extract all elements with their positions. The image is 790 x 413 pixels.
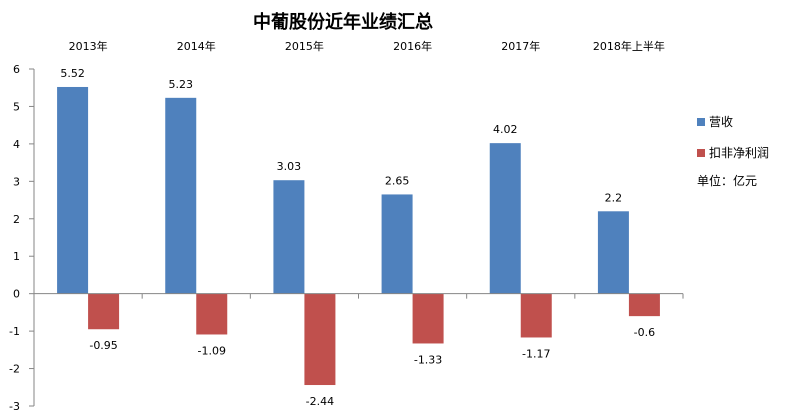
bar-net-profit [196,293,228,335]
legend-label: 扣非净利润 [709,146,769,160]
y-tick-label: 5 [13,100,20,113]
legend-label: 营收 [709,115,733,129]
category-label: 2016年 [393,39,432,53]
bar-revenue [57,86,89,294]
y-tick-label: -1 [9,325,20,338]
data-label: 3.03 [277,160,302,173]
y-tick-label: 3 [13,175,20,188]
bar-net-profit [88,293,120,330]
bar-revenue [381,194,413,294]
bar-net-profit [520,293,552,338]
chart-title: 中葡股份近年业绩汇总 [253,11,433,33]
data-label: 5.52 [60,67,85,80]
data-label: 5.23 [169,78,194,91]
y-tick-label: 1 [13,250,20,263]
y-tick-label: -3 [9,400,20,413]
data-label: -2.44 [306,395,334,408]
bar-revenue [273,180,305,294]
y-axis: -3 -2 -1 0 1 2 3 4 5 6 [9,63,35,413]
data-label: -1.33 [414,353,442,366]
y-tick-label: 2 [13,213,20,226]
x-axis [33,293,684,299]
data-label: -1.17 [522,347,550,360]
data-label: -0.6 [634,326,655,339]
y-tick-label: -2 [9,363,20,376]
category-label: 2015年 [285,39,324,53]
unit-note: 单位：亿元 [697,173,757,188]
bar-revenue [489,143,521,294]
data-label: 2.65 [385,174,410,187]
category-label: 2013年 [69,39,108,53]
legend-swatch [697,118,705,126]
data-label: -0.95 [89,339,117,352]
legend-swatch [697,149,705,157]
y-tick-label: 0 [13,288,20,301]
data-label: 4.02 [493,123,518,136]
data-label: 2.2 [605,191,623,204]
category-label: 2014年 [177,39,216,53]
y-tick-label: 4 [13,138,20,151]
bar-revenue [165,97,197,294]
bar-net-profit [628,293,660,317]
data-label: -1.09 [198,344,226,357]
bars [57,86,660,386]
bar-net-profit [412,293,444,344]
category-label: 2017年 [501,39,540,53]
category-label: 2018年上半年 [593,39,665,53]
bar-revenue [597,211,629,294]
bar-net-profit [304,293,336,386]
y-tick-label: 6 [13,63,20,76]
data-labels: 5.52 -0.95 5.23 -1.09 3.03 -2.44 2.65 -1.33 4.02… [60,67,655,408]
category-labels: 2013年 2014年 2015年 2016年 2017年 2018年上半年 [69,39,665,53]
